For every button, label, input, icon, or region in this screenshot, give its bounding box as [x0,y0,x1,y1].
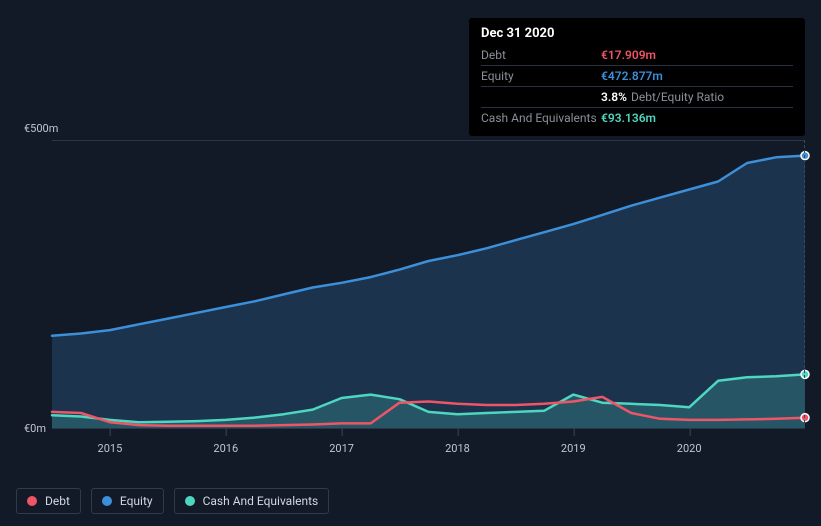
crosshair [804,140,805,428]
xaxis-tick: 2019 [561,442,586,455]
series-endpoint-debt [801,414,809,422]
tooltip-label: Equity [481,69,601,83]
xaxis-tick: 2020 [677,442,702,455]
legend-label: Equity [120,494,153,508]
tooltip: Dec 31 2020 Debt€17.909mEquity€472.877m3… [469,18,805,136]
tooltip-row: Equity€472.877m [481,65,793,86]
legend: Debt Equity Cash And Equivalents [16,488,329,514]
series-endpoint-cash [801,370,809,378]
tooltip-value: €17.909m [601,48,656,62]
legend-swatch [27,496,37,506]
tooltip-value: €472.877m [601,69,663,83]
series-fill-equity [52,156,805,428]
tooltip-date: Dec 31 2020 [481,26,793,41]
tooltip-row: 3.8% Debt/Equity Ratio [481,86,793,107]
legend-label: Debt [45,494,70,508]
xaxis-tick: 2017 [329,442,354,455]
legend-swatch [102,496,112,506]
xaxis-tick: 2015 [98,442,123,455]
plot-area [52,140,805,428]
xaxis-tick: 2018 [445,442,470,455]
tooltip-label: Debt [481,48,601,62]
tooltip-note: Debt/Equity Ratio [631,90,724,104]
xaxis-tick: 2016 [213,442,238,455]
legend-label: Cash And Equivalents [203,494,319,508]
legend-item-debt[interactable]: Debt [16,488,81,514]
series-endpoint-equity [801,152,809,160]
legend-swatch [185,496,195,506]
tooltip-value: 3.8% [601,90,627,104]
gridline-baseline [52,428,805,429]
legend-item-equity[interactable]: Equity [91,488,164,514]
tooltip-label [481,90,601,104]
x-axis: 2015 2016 2017 2018 2019 2020 [52,442,805,462]
yaxis-label-bottom: €0m [24,422,46,435]
legend-item-cash[interactable]: Cash And Equivalents [174,488,330,514]
debt-equity-chart: €500m €0m 2015 2016 2017 2018 2019 2020 [16,120,805,480]
yaxis-label-top: €500m [24,122,58,135]
tooltip-row: Debt€17.909m [481,45,793,65]
